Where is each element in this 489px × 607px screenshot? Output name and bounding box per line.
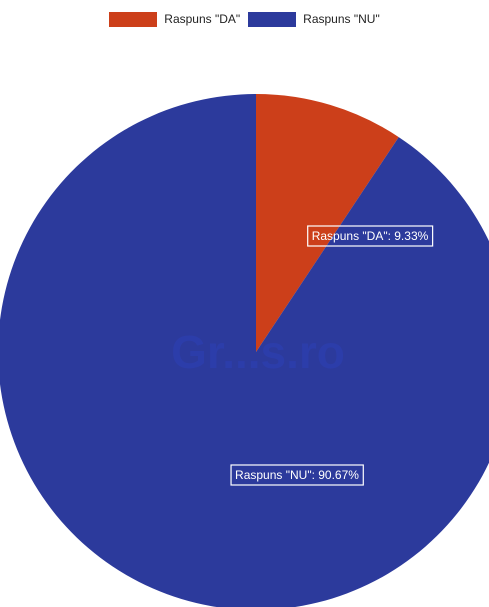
legend-item-da: Raspuns "DA" [109,11,241,27]
slice-label-da: Raspuns "DA": 9.33% [307,225,434,247]
slice-labels: Raspuns "DA": 9.33% Raspuns "NU": 90.67% [230,225,434,486]
watermark-text: Gr...s.ro [171,326,345,378]
legend-label-da: Raspuns "DA" [164,12,241,26]
pie-slices [0,94,489,607]
legend-item-nu: Raspuns "NU" [248,11,380,27]
pie-slice-nu [0,94,489,607]
slice-label-text-nu: Raspuns "NU": 90.67% [235,468,359,482]
chart-legend: Raspuns "DA" Raspuns "NU" [0,8,489,30]
legend-label-nu: Raspuns "NU" [303,12,380,26]
pie-slice-da [256,94,399,352]
slice-label-text-da: Raspuns "DA": 9.33% [312,229,429,243]
slice-label-nu: Raspuns "NU": 90.67% [230,464,364,486]
slice-label-box-nu [230,464,364,486]
legend-swatch-da [109,11,158,27]
legend-swatch-nu [248,11,297,27]
slice-label-box-da [307,225,434,247]
